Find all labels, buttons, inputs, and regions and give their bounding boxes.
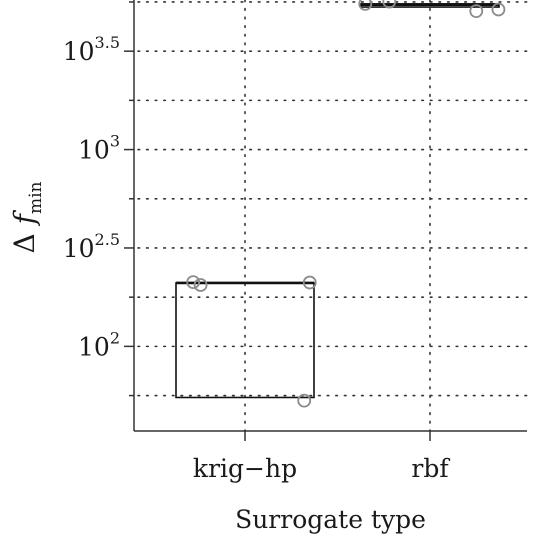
data-points [186, 0, 506, 408]
data-point [302, 275, 317, 290]
y-tick-base: 10 [78, 136, 110, 165]
y-tick-label: 102.5 [63, 230, 120, 263]
y-tick-exponent: 2.5 [95, 230, 120, 249]
y-tick-label: 103 [78, 132, 120, 165]
data-point [382, 0, 397, 9]
axes [133, 0, 527, 432]
data-point [469, 4, 484, 19]
x-tick-label: krig−hp [193, 454, 297, 483]
y-axis-title: Δ fmin [8, 181, 46, 253]
data-point [358, 0, 373, 11]
boxes [175, 3, 500, 399]
y-axis-title-subscript: min [26, 181, 46, 214]
grid [137, 0, 528, 432]
y-tick-base: 10 [78, 332, 110, 361]
data-point [193, 278, 208, 292]
x-ticks: krig−hp rbf [193, 431, 450, 483]
x-axis-title: Surrogate type [235, 505, 426, 534]
y-tick-base: 10 [63, 37, 95, 66]
y-tick-exponent: 2 [110, 328, 120, 347]
y-tick-exponent: 3.5 [95, 33, 120, 52]
x-tick-label: rbf [411, 454, 450, 483]
y-tick-label: 103.5 [63, 33, 120, 66]
data-point [491, 2, 506, 17]
data-point [297, 393, 312, 408]
y-tick-base: 10 [63, 234, 95, 263]
y-tick-exponent: 3 [110, 132, 120, 151]
data-point [186, 275, 201, 290]
y-tick-label: 102 [78, 328, 120, 361]
y-axis-title-symbol: Δ [8, 233, 41, 253]
